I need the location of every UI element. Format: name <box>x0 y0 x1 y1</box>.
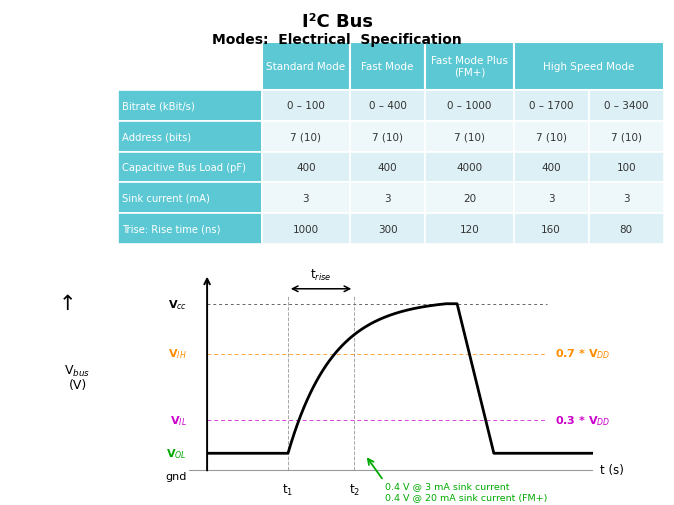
Text: V$_{cc}$: V$_{cc}$ <box>168 297 187 311</box>
Text: V$_{IH}$: V$_{IH}$ <box>168 347 187 361</box>
Text: ↑: ↑ <box>59 293 76 313</box>
Bar <box>514 43 664 90</box>
Text: 3: 3 <box>623 193 630 204</box>
Bar <box>425 214 514 245</box>
Bar <box>514 214 588 245</box>
Bar <box>262 152 350 183</box>
Text: 0.3 * V$_{DD}$: 0.3 * V$_{DD}$ <box>555 413 610 427</box>
Text: Fast Mode: Fast Mode <box>361 62 414 72</box>
Text: 100: 100 <box>617 163 636 173</box>
Text: 7 (10): 7 (10) <box>611 132 642 142</box>
Bar <box>118 214 262 245</box>
Text: Bitrate (kBit/s): Bitrate (kBit/s) <box>122 101 195 111</box>
Text: t$_2$: t$_2$ <box>348 482 360 496</box>
Text: 3: 3 <box>303 193 309 204</box>
Text: 7 (10): 7 (10) <box>290 132 321 142</box>
Text: 7 (10): 7 (10) <box>454 132 485 142</box>
Bar <box>588 214 664 245</box>
Text: 20: 20 <box>463 193 476 204</box>
Text: 400: 400 <box>296 163 315 173</box>
Text: High Speed Mode: High Speed Mode <box>543 62 634 72</box>
Text: t$_1$: t$_1$ <box>282 482 294 496</box>
Bar <box>118 43 262 90</box>
Bar <box>118 90 262 121</box>
Bar <box>262 183 350 214</box>
Text: gnd: gnd <box>166 471 187 481</box>
Text: 0 – 400: 0 – 400 <box>369 101 406 111</box>
Text: Sink current (mA): Sink current (mA) <box>122 193 210 204</box>
Text: 400: 400 <box>378 163 398 173</box>
Text: 400: 400 <box>541 163 561 173</box>
Bar <box>588 121 664 152</box>
Text: 1000: 1000 <box>293 225 319 234</box>
Bar <box>425 43 514 90</box>
Text: 4000: 4000 <box>456 163 483 173</box>
Text: (V): (V) <box>68 378 87 391</box>
Text: Modes:  Electrical  Specification: Modes: Electrical Specification <box>212 33 462 47</box>
Bar <box>262 121 350 152</box>
Bar <box>425 121 514 152</box>
Text: Capacitive Bus Load (pF): Capacitive Bus Load (pF) <box>122 163 246 173</box>
Text: 120: 120 <box>460 225 479 234</box>
Bar <box>262 214 350 245</box>
Bar <box>588 90 664 121</box>
Bar <box>350 183 425 214</box>
Bar <box>514 90 588 121</box>
Text: 7 (10): 7 (10) <box>372 132 403 142</box>
Text: 0 – 1000: 0 – 1000 <box>447 101 491 111</box>
Text: 0.4 V @ 3 mA sink current
0.4 V @ 20 mA sink current (FM+): 0.4 V @ 3 mA sink current 0.4 V @ 20 mA … <box>386 481 548 501</box>
Bar <box>118 121 262 152</box>
Text: 3: 3 <box>384 193 391 204</box>
Bar <box>262 43 350 90</box>
Text: 0 – 3400: 0 – 3400 <box>604 101 648 111</box>
Bar <box>514 121 588 152</box>
Bar <box>588 152 664 183</box>
Text: 300: 300 <box>378 225 398 234</box>
Text: t$_{rise}$: t$_{rise}$ <box>310 268 332 283</box>
Bar <box>425 183 514 214</box>
Text: 0 – 1700: 0 – 1700 <box>529 101 574 111</box>
Bar <box>118 183 262 214</box>
Text: I²C Bus: I²C Bus <box>301 13 373 31</box>
Text: 0 – 100: 0 – 100 <box>287 101 325 111</box>
Text: V$_{IL}$: V$_{IL}$ <box>170 413 187 427</box>
Bar <box>425 90 514 121</box>
Bar <box>350 214 425 245</box>
Text: 3: 3 <box>548 193 555 204</box>
Bar <box>350 121 425 152</box>
Bar <box>514 152 588 183</box>
Text: Address (bits): Address (bits) <box>122 132 191 142</box>
Text: 80: 80 <box>619 225 633 234</box>
Text: V$_{OL}$: V$_{OL}$ <box>166 446 187 460</box>
Text: Trise: Rise time (ns): Trise: Rise time (ns) <box>122 225 221 234</box>
Text: t (s): t (s) <box>601 464 624 476</box>
Bar <box>425 152 514 183</box>
Bar <box>262 90 350 121</box>
Text: 160: 160 <box>541 225 561 234</box>
Bar <box>350 90 425 121</box>
Text: 7 (10): 7 (10) <box>536 132 567 142</box>
Text: Fast Mode Plus
(FM+): Fast Mode Plus (FM+) <box>431 56 508 78</box>
Text: Standard Mode: Standard Mode <box>266 62 346 72</box>
Bar <box>514 183 588 214</box>
Bar <box>118 152 262 183</box>
Text: 0.7 * V$_{DD}$: 0.7 * V$_{DD}$ <box>555 347 610 361</box>
Bar <box>588 183 664 214</box>
Bar <box>350 43 425 90</box>
Bar <box>350 152 425 183</box>
Text: V$_{bus}$: V$_{bus}$ <box>65 364 90 379</box>
